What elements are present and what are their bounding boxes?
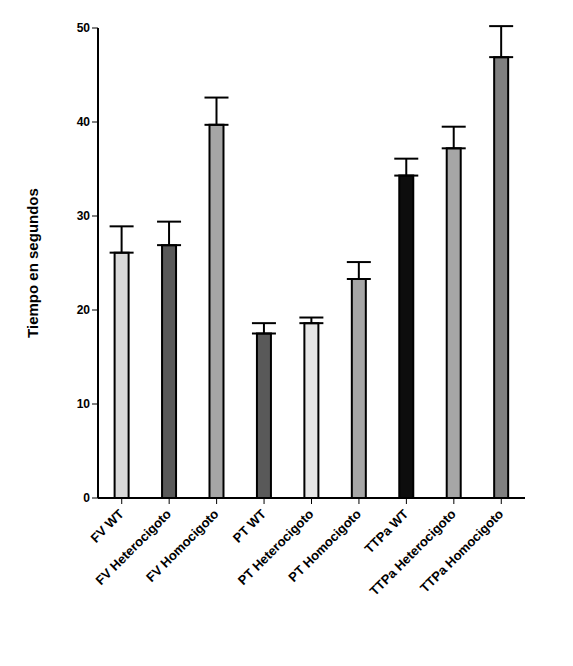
svg-text:TTPa Heterocigoto: TTPa Heterocigoto: [366, 506, 458, 598]
svg-text:30: 30: [77, 209, 91, 223]
svg-text:20: 20: [77, 303, 91, 317]
svg-text:PT Homocigoto: PT Homocigoto: [285, 506, 364, 585]
svg-text:40: 40: [77, 115, 91, 129]
svg-text:FV WT: FV WT: [87, 506, 126, 545]
svg-text:TTPa WT: TTPa WT: [361, 506, 411, 556]
svg-text:10: 10: [77, 397, 91, 411]
svg-text:Tiempo en segundos: Tiempo en segundos: [24, 188, 41, 338]
svg-text:0: 0: [83, 491, 90, 505]
svg-text:50: 50: [77, 21, 91, 35]
svg-text:FV Homocigoto: FV Homocigoto: [143, 506, 222, 585]
svg-text:TTPa Homocigoto: TTPa Homocigoto: [417, 506, 506, 595]
svg-text:FV Heterocigoto: FV Heterocigoto: [92, 506, 175, 588]
svg-text:PT WT: PT WT: [230, 506, 269, 545]
svg-text:PT Heterocigoto: PT Heterocigoto: [234, 506, 317, 588]
